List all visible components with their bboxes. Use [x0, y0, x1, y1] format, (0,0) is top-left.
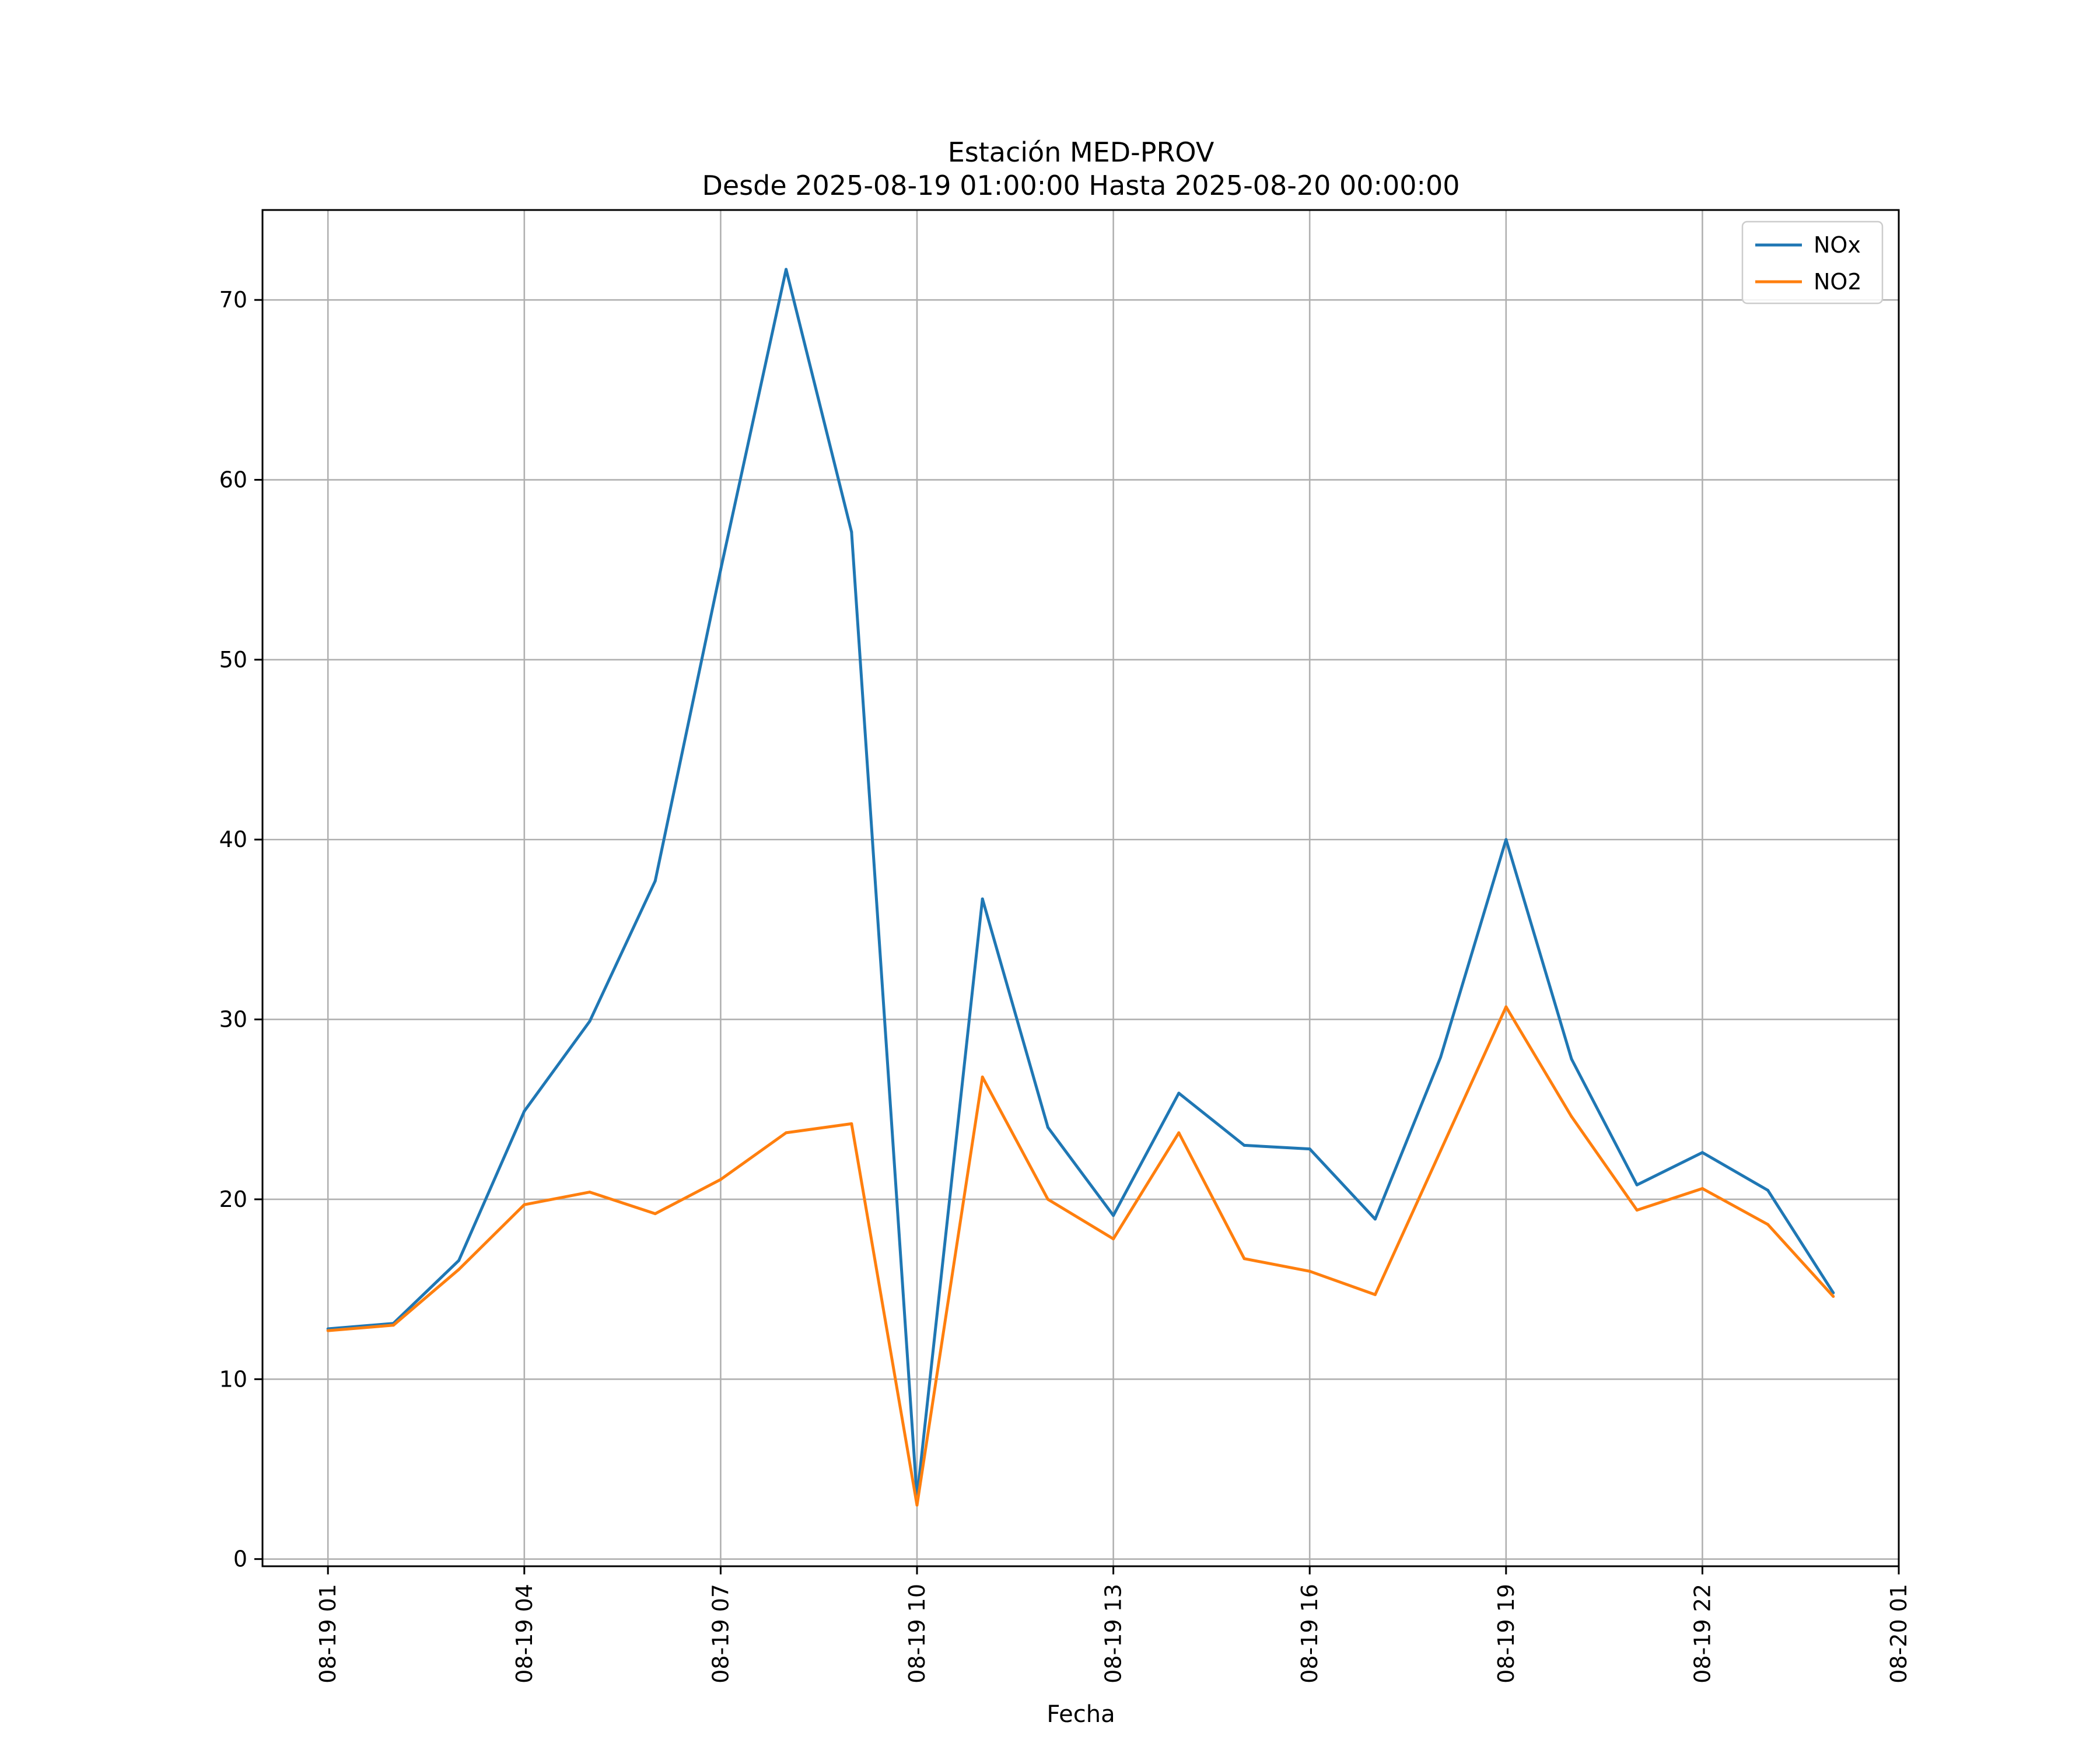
grid: [262, 210, 1900, 1566]
series-line-no2: [327, 1005, 1835, 1507]
series-line-nox: [327, 268, 1835, 1500]
data-point-nox: [1112, 1214, 1115, 1217]
data-point-no2: [653, 1212, 657, 1216]
x-tick-label: 08-19 16: [1297, 1584, 1322, 1684]
x-tick-label: 08-19 01: [315, 1584, 341, 1684]
data-point-no2: [1177, 1131, 1181, 1135]
x-axis-label: Fecha: [1046, 1701, 1115, 1728]
x-tick-label: 08-20 01: [1886, 1584, 1912, 1684]
x-tick-label: 08-19 13: [1101, 1584, 1126, 1684]
data-point-nox: [523, 1110, 526, 1113]
y-tick-label: 60: [219, 467, 247, 493]
data-point-no2: [391, 1324, 395, 1327]
data-point-no2: [1308, 1269, 1311, 1273]
data-point-nox: [1177, 1091, 1181, 1095]
data-point-nox: [1700, 1151, 1704, 1154]
x-tick-label: 08-19 19: [1493, 1584, 1519, 1684]
data-point-no2: [1766, 1223, 1770, 1226]
data-point-no2: [1112, 1237, 1115, 1241]
y-tick-label: 20: [219, 1186, 247, 1212]
data-point-no2: [1373, 1293, 1377, 1296]
data-point-nox: [1242, 1143, 1246, 1147]
data-point-no2: [1635, 1208, 1639, 1212]
x-tick-label: 08-19 10: [904, 1584, 930, 1684]
data-point-no2: [1046, 1198, 1049, 1201]
legend-label-nox: NOx: [1814, 232, 1861, 258]
chart-title: Estación MED-PROV: [948, 136, 1214, 168]
data-point-nox: [588, 1020, 592, 1023]
y-tick-label: 10: [219, 1366, 247, 1392]
data-point-no2: [785, 1131, 788, 1135]
data-point-nox: [653, 879, 657, 883]
axis-ticks: 08-19 01 08-19 04 08-19 07 08-19 10 08-19 13…: [219, 287, 1912, 1684]
data-point-nox: [1373, 1217, 1377, 1221]
x-tick-label: 08-19 22: [1689, 1584, 1715, 1684]
data-point-nox: [719, 568, 722, 572]
x-tick-label: 08-19 04: [512, 1584, 537, 1684]
data-point-no2: [523, 1203, 526, 1206]
y-tick-label: 30: [219, 1007, 247, 1032]
data-point-no2: [1700, 1186, 1704, 1190]
x-tick-label: 08-19 07: [708, 1584, 733, 1684]
data-point-no2: [981, 1075, 984, 1079]
legend: NOx NO2: [1741, 220, 1884, 304]
data-point-nox: [1308, 1147, 1311, 1151]
data-point-no2: [457, 1268, 461, 1271]
data-point-no2: [1570, 1115, 1573, 1118]
data-point-nox: [1504, 838, 1508, 841]
data-point-no2: [1439, 1149, 1443, 1153]
series-layer: [326, 268, 1835, 1507]
data-point-nox: [457, 1259, 461, 1262]
y-tick-label: 50: [219, 647, 247, 673]
data-point-no2: [1832, 1294, 1835, 1298]
data-point-nox: [1635, 1183, 1639, 1186]
data-point-no2: [850, 1122, 853, 1125]
y-tick-label: 0: [233, 1546, 247, 1572]
data-point-no2: [719, 1178, 722, 1181]
data-point-nox: [850, 530, 853, 534]
data-point-nox: [1046, 1126, 1049, 1129]
data-point-no2: [588, 1191, 592, 1194]
data-point-no2: [326, 1329, 330, 1332]
y-tick-label: 40: [219, 827, 247, 852]
data-point-nox: [981, 897, 984, 901]
legend-label-no2: NO2: [1814, 269, 1862, 295]
data-point-no2: [1242, 1257, 1246, 1261]
chart-subtitle: Desde 2025-08-19 01:00:00 Hasta 2025-08-…: [702, 170, 1460, 201]
plot-frame: [261, 209, 1900, 1567]
y-tick-label: 70: [219, 287, 247, 313]
data-point-nox: [785, 268, 788, 271]
data-point-nox: [1439, 1055, 1443, 1059]
data-point-nox: [1766, 1189, 1770, 1192]
data-point-nox: [1570, 1057, 1573, 1060]
data-point-no2: [1504, 1005, 1508, 1009]
data-point-no2: [915, 1503, 919, 1507]
